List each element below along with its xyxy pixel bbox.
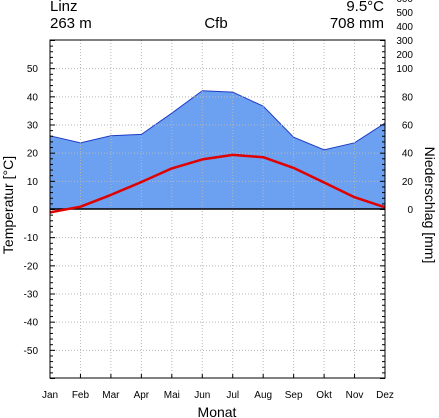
precipitation-tick-label: 100: [396, 64, 413, 75]
month-label-mar: Mar: [102, 390, 120, 401]
precipitation-tick-label: 200: [396, 50, 413, 61]
left-axis-title: Temperatur [°C]: [0, 156, 16, 254]
precipitation-tick-label: 20: [402, 177, 414, 188]
month-label-sep: Sep: [285, 390, 303, 401]
precipitation-tick-label: 600: [396, 0, 413, 5]
temperature-tick-label: -20: [24, 261, 39, 272]
precipitation-tick-label: 400: [396, 22, 413, 33]
temperature-tick-label: 50: [27, 64, 39, 75]
precipitation-tick-label: 500: [396, 8, 413, 19]
mean-temperature: 9.5°C: [346, 0, 384, 15]
precipitation-line: [49, 90, 386, 151]
right-axis-title: Niederschlag [mm]: [422, 147, 438, 264]
temperature-tick-label: 10: [27, 177, 39, 188]
month-label-jun: Jun: [194, 390, 210, 401]
month-label-dez: Dez: [376, 390, 394, 401]
month-label-apr: Apr: [134, 390, 150, 401]
temperature-tick-label: 20: [27, 149, 39, 160]
precipitation-tick-label: 60: [402, 121, 414, 132]
month-label-aug: Aug: [254, 390, 272, 401]
station-name: Linz: [50, 0, 78, 15]
temperature-tick-label: 30: [27, 121, 39, 132]
precipitation-area: [50, 90, 385, 209]
temperature-line: [49, 153, 386, 214]
month-label-okt: Okt: [316, 390, 332, 401]
precipitation-tick-label: 300: [396, 36, 413, 47]
month-label-feb: Feb: [72, 390, 90, 401]
temperature-tick-label: -30: [24, 290, 39, 301]
annual-precipitation: 708 mm: [329, 15, 384, 32]
month-label-jan: Jan: [42, 390, 58, 401]
temperature-tick-label: -40: [24, 318, 39, 329]
precipitation-tick-label: 40: [402, 149, 414, 160]
month-label-nov: Nov: [346, 390, 364, 401]
temperature-tick-label: -10: [24, 233, 39, 244]
month-label-jul: Jul: [226, 390, 239, 401]
temperature-tick-label: 0: [32, 205, 38, 216]
precipitation-tick-label: 0: [407, 205, 413, 216]
temperature-tick-label: 40: [27, 92, 39, 103]
station-elevation: 263 m: [50, 15, 92, 32]
precipitation-tick-label: 80: [402, 92, 414, 103]
x-axis-title: Monat: [198, 404, 237, 418]
temperature-tick-label: -50: [24, 346, 39, 357]
month-label-mai: Mai: [164, 390, 180, 401]
